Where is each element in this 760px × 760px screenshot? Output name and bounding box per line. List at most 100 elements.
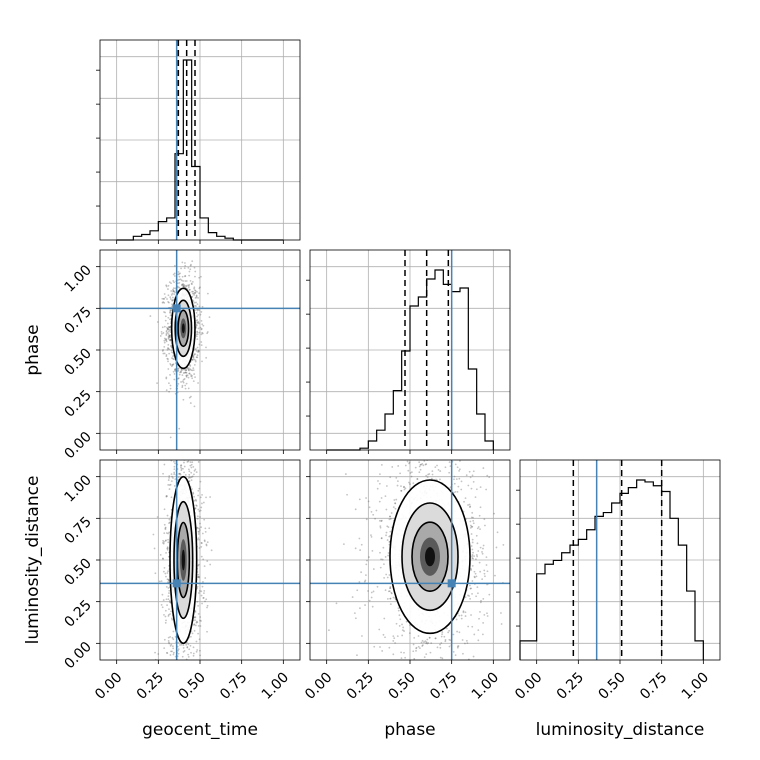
sample-point	[405, 620, 408, 623]
x-tick-label: 0.75	[637, 670, 670, 703]
sample-point	[482, 544, 485, 547]
sample-point	[455, 478, 458, 481]
sample-point	[488, 593, 491, 596]
sample-point	[201, 502, 203, 505]
sample-point	[415, 647, 418, 650]
sample-point	[194, 290, 197, 292]
sample-point	[168, 382, 170, 385]
sample-point	[154, 572, 157, 575]
sample-point	[194, 376, 196, 379]
sample-point	[199, 522, 201, 525]
sample-point	[198, 638, 201, 641]
sample-point	[173, 670, 175, 672]
sample-point	[162, 472, 164, 475]
sample-point	[458, 469, 461, 472]
sample-point	[203, 540, 206, 543]
x-axis-label-geocent-time: geocent_time	[142, 720, 258, 740]
sample-point	[408, 632, 411, 635]
sample-point	[173, 293, 176, 296]
y-tick-label: 1.00	[61, 472, 94, 505]
sample-point	[428, 636, 431, 639]
sample-point	[184, 369, 186, 371]
sample-point	[184, 474, 187, 476]
sample-point	[187, 453, 189, 455]
y-tick-label: 0.50	[61, 346, 94, 379]
x-tick-label: 0.75	[217, 670, 250, 703]
sample-point	[400, 663, 402, 665]
sample-point	[488, 476, 491, 479]
sample-point	[178, 275, 181, 278]
sample-point	[206, 541, 209, 544]
sample-point	[182, 372, 185, 374]
sample-point	[152, 533, 155, 536]
sample-point	[177, 697, 179, 699]
sample-point	[195, 356, 198, 359]
sample-point	[181, 380, 184, 383]
sample-point	[376, 487, 379, 490]
sample-point	[454, 654, 457, 656]
sample-point	[431, 470, 434, 473]
sample-point	[180, 464, 183, 467]
sample-point	[178, 450, 180, 452]
sample-point	[167, 615, 170, 617]
sample-point	[477, 639, 480, 642]
sample-point	[159, 335, 162, 337]
sample-point	[188, 288, 191, 291]
histogram-luminosity_distance	[519, 479, 704, 660]
sample-point	[172, 355, 174, 358]
sample-point	[195, 296, 198, 299]
sample-point	[165, 355, 168, 358]
sample-point	[160, 604, 163, 606]
sample-point	[171, 299, 174, 302]
sample-point	[166, 332, 169, 334]
sample-point	[475, 575, 478, 578]
sample-point	[198, 538, 200, 541]
sample-point	[484, 575, 486, 578]
sample-point	[455, 618, 458, 621]
y-tick-label: 0.75	[61, 514, 94, 547]
sample-point	[425, 474, 428, 477]
sample-point	[173, 468, 176, 470]
sample-point	[420, 463, 422, 466]
sample-point	[190, 375, 193, 378]
y-tick-label: 1.00	[61, 262, 94, 295]
sample-point	[408, 461, 411, 464]
sample-point	[172, 630, 175, 633]
sample-point	[482, 467, 485, 469]
sample-point	[185, 369, 187, 371]
sample-point	[178, 273, 181, 275]
sample-point	[393, 499, 396, 501]
sample-point	[358, 581, 361, 583]
sample-point	[185, 280, 188, 282]
sample-point	[394, 642, 396, 644]
sample-point	[186, 284, 189, 287]
sample-point	[181, 261, 184, 264]
sample-point	[471, 548, 474, 551]
sample-point	[479, 601, 482, 604]
sample-point	[208, 527, 211, 530]
sample-point	[462, 611, 465, 614]
sample-point	[514, 538, 516, 540]
sample-point	[169, 296, 172, 299]
x-tick-label: 0.50	[175, 670, 208, 703]
sample-point	[394, 507, 397, 510]
sample-point	[464, 642, 466, 645]
sample-point	[190, 373, 192, 376]
sample-point	[165, 334, 168, 337]
sample-point	[441, 631, 444, 633]
sample-point	[168, 678, 170, 680]
sample-point	[198, 589, 201, 592]
sample-point	[173, 471, 176, 474]
sample-point	[184, 387, 187, 390]
sample-point	[483, 518, 486, 521]
sample-point	[191, 290, 193, 293]
sample-point	[197, 321, 199, 324]
sample-point	[157, 653, 160, 655]
sample-point	[472, 557, 474, 560]
sample-point	[195, 504, 198, 507]
sample-point	[448, 645, 451, 648]
sample-point	[380, 519, 383, 522]
sample-point	[167, 587, 170, 589]
sample-point	[202, 501, 205, 504]
sample-point	[169, 483, 172, 486]
